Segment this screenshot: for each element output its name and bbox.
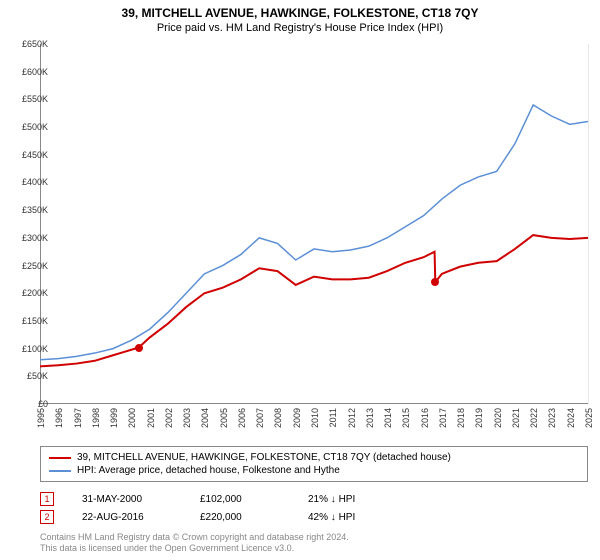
transaction-delta: 42% ↓ HPI xyxy=(308,512,355,523)
legend-row-hpi: HPI: Average price, detached house, Folk… xyxy=(49,464,579,477)
table-row: 2 22-AUG-2016 £220,000 42% ↓ HPI xyxy=(40,508,588,526)
legend-label-hpi: HPI: Average price, detached house, Folk… xyxy=(77,465,340,476)
footer-line-1: Contains HM Land Registry data © Crown c… xyxy=(40,532,349,543)
legend-row-property: 39, MITCHELL AVENUE, HAWKINGE, FOLKESTON… xyxy=(49,451,579,464)
footer-attribution: Contains HM Land Registry data © Crown c… xyxy=(40,532,349,554)
transaction-delta: 21% ↓ HPI xyxy=(308,494,355,505)
legend-label-property: 39, MITCHELL AVENUE, HAWKINGE, FOLKESTON… xyxy=(77,452,451,463)
transaction-price: £220,000 xyxy=(200,512,280,523)
transaction-marker-2: 2 xyxy=(40,510,54,524)
chart-lines xyxy=(40,44,588,404)
legend-swatch-property xyxy=(49,457,71,459)
legend: 39, MITCHELL AVENUE, HAWKINGE, FOLKESTON… xyxy=(40,446,588,482)
footer-line-2: This data is licensed under the Open Gov… xyxy=(40,543,349,554)
chart-title: 39, MITCHELL AVENUE, HAWKINGE, FOLKESTON… xyxy=(0,0,600,20)
chart-subtitle: Price paid vs. HM Land Registry's House … xyxy=(0,20,600,38)
table-row: 1 31-MAY-2000 £102,000 21% ↓ HPI xyxy=(40,490,588,508)
transaction-marker-1: 1 xyxy=(40,492,54,506)
transaction-price: £102,000 xyxy=(200,494,280,505)
transactions-table: 1 31-MAY-2000 £102,000 21% ↓ HPI 2 22-AU… xyxy=(40,490,588,526)
legend-swatch-hpi xyxy=(49,470,71,472)
transaction-date: 22-AUG-2016 xyxy=(82,512,172,523)
transaction-date: 31-MAY-2000 xyxy=(82,494,172,505)
